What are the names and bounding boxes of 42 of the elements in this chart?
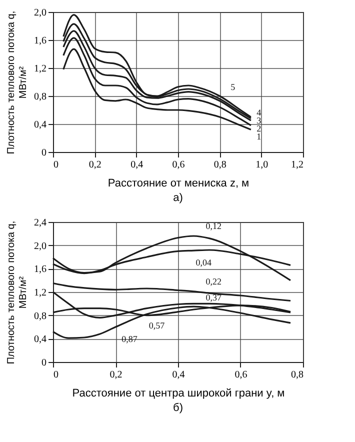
x-tick-label: 0,2	[110, 370, 122, 380]
y-axis-title: Плотность теплового потока q, МВт/м²	[6, 10, 29, 154]
x-tick-label: 0,2	[88, 160, 102, 170]
x-tick-label: 0,6	[172, 160, 185, 170]
series-label: 0,87	[122, 334, 138, 344]
y-tick-label: 2,0	[34, 8, 46, 18]
y-tick-label: 0,4	[34, 334, 46, 346]
series-label: 3	[256, 116, 262, 126]
series-label: 2	[256, 123, 262, 134]
y-tick-label: 0,4	[34, 120, 46, 130]
x-tick-label: 0,4	[130, 160, 144, 170]
x-axis-title: Расстояние от мениска z, м	[108, 178, 250, 190]
y-tick-label: 1,6	[34, 264, 46, 276]
text: б)	[173, 402, 183, 414]
y-axis-title: Плотность теплового потока q, МВт/м²	[6, 220, 29, 364]
y-tick-label: 0	[42, 358, 46, 368]
series-label: 0,04	[196, 258, 212, 268]
series-label: 0,57	[148, 320, 166, 330]
series-label: 0,22	[206, 276, 222, 286]
x-tick-label: 0	[54, 160, 58, 170]
x-tick-label: 0,6	[234, 370, 248, 380]
x-tick-label: 0,8	[291, 370, 304, 380]
series-label: 0,12	[206, 221, 222, 231]
text: а)	[173, 192, 183, 204]
y-tick-label: 2,4	[34, 218, 46, 228]
x-tick-label: 1,0	[256, 160, 268, 170]
y-tick-label: 1,2	[34, 288, 46, 298]
series-label: 5	[230, 82, 236, 92]
x-axis-title: Расстояние от центра широкой грани y, м	[72, 388, 285, 400]
y-tick-label: 0,8	[34, 92, 46, 102]
x-tick-label: 0,8	[214, 160, 226, 170]
x-tick-label: 1,2	[291, 160, 304, 170]
x-tick-label: 0	[54, 370, 58, 380]
y-tick-label: 0	[42, 148, 46, 158]
x-tick-label: 0,4	[172, 370, 185, 380]
y-tick-label: 1,2	[34, 64, 46, 74]
y-tick-label: 0,8	[34, 310, 46, 322]
y-tick-label: 2,0	[34, 240, 46, 252]
y-tick-label: 1,6	[34, 36, 46, 46]
series-label: 1	[256, 132, 262, 142]
series-label: 0,37	[206, 292, 222, 303]
series-label: 4	[256, 107, 262, 118]
